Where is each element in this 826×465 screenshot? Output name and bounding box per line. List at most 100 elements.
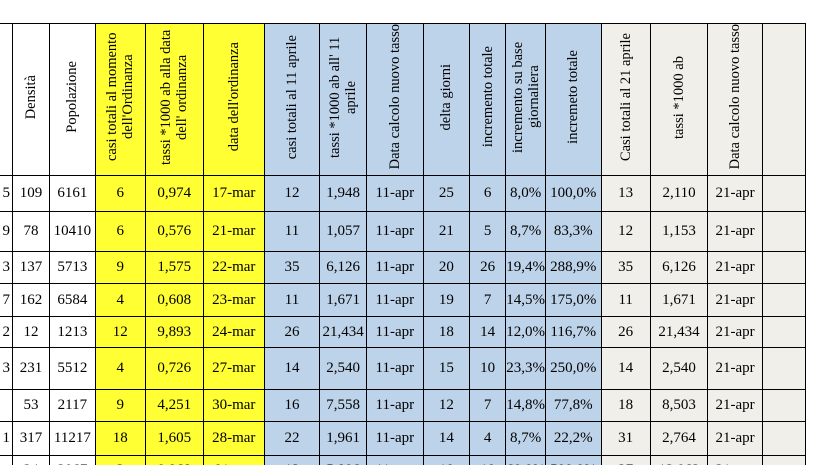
- cell-densita[interactable]: 53: [12, 389, 50, 422]
- cell-casi-11-aprile[interactable]: 11: [263, 283, 321, 317]
- cell-delta-giorni[interactable]: 15: [422, 347, 471, 390]
- cell-data-ordinanza[interactable]: 27-mar: [202, 347, 265, 390]
- cell-tassi-ordinanza[interactable]: 0,974: [144, 175, 204, 212]
- cell-tassi-ordinanza[interactable]: 9,893: [144, 316, 204, 348]
- cell-tassi-11-aprile[interactable]: 1,961: [319, 421, 367, 456]
- cell-incremento-giornaliero[interactable]: 12,0%: [505, 316, 546, 348]
- cell-densita[interactable]: 109: [12, 175, 50, 212]
- cell-incremeto-totale[interactable]: 100,0%: [544, 175, 602, 212]
- cell-tassi-11-aprile[interactable]: 1,671: [319, 283, 367, 317]
- cell-casi-11-aprile[interactable]: 11: [263, 211, 321, 252]
- cell-cut-right[interactable]: [761, 421, 806, 456]
- cell-cut-right[interactable]: [761, 211, 806, 252]
- cell-casi-ordinanza[interactable]: 2: [94, 455, 146, 465]
- cell-tassi-ordinanza[interactable]: 0,608: [144, 283, 204, 317]
- cell-casi-21-aprile[interactable]: 12: [600, 211, 651, 252]
- cell-tassi-21[interactable]: 2,764: [649, 421, 709, 456]
- cell-incremento-totale[interactable]: 7: [468, 283, 507, 317]
- header-casi-11-aprile[interactable]: casi totali al 11 aprile: [263, 23, 321, 176]
- cell-tassi-ordinanza[interactable]: 0,576: [144, 211, 204, 252]
- header-casi-ordinanza[interactable]: casi totali al momento dell'Ordinanza: [94, 23, 146, 176]
- cell-incremento-totale[interactable]: 14: [468, 316, 507, 348]
- cell-incremento-giornaliero[interactable]: 60,0%: [505, 455, 546, 465]
- cell-densita[interactable]: 137: [12, 251, 50, 284]
- cell-data-calcolo[interactable]: 11-apr: [365, 455, 424, 465]
- cell-delta-giorni[interactable]: 18: [422, 316, 471, 348]
- cell-delta-giorni[interactable]: 21: [422, 211, 471, 252]
- cell-casi-ordinanza[interactable]: 9: [94, 251, 146, 284]
- cell-tassi-11-aprile[interactable]: 6,126: [319, 251, 367, 284]
- cell-densita[interactable]: 317: [12, 421, 50, 456]
- cell-incremeto-totale[interactable]: 83,3%: [544, 211, 602, 252]
- cell-densita[interactable]: 231: [12, 347, 50, 390]
- header-tassi-11-aprile[interactable]: tassi *1000 ab all' 11 aprile: [319, 23, 367, 176]
- header-data-ordinanza[interactable]: data dell'ordinanza: [202, 23, 265, 176]
- header-data-calcolo-2[interactable]: Data calcolo nuovo tasso: [707, 23, 763, 176]
- cell-data-21[interactable]: 21-apr: [707, 211, 763, 252]
- cell-data-ordinanza[interactable]: 22-mar: [202, 251, 265, 284]
- cell-cut-right[interactable]: [761, 389, 806, 422]
- cell-data-21[interactable]: 21-apr: [707, 421, 763, 456]
- cell-casi-11-aprile[interactable]: 14: [263, 347, 321, 390]
- cell-data-21[interactable]: 21-apr: [707, 283, 763, 317]
- header-casi-21-aprile[interactable]: Casi totali al 21 aprile: [600, 23, 651, 176]
- cell-incremento-totale[interactable]: 10: [468, 455, 507, 465]
- cell-casi-11-aprile[interactable]: 22: [263, 421, 321, 456]
- cell-incremento-totale[interactable]: 26: [468, 251, 507, 284]
- cell-delta-giorni[interactable]: 10: [422, 455, 471, 465]
- cell-tassi-11-aprile[interactable]: 21,434: [319, 316, 367, 348]
- cell-cut-right[interactable]: [761, 175, 806, 212]
- cell-popolazione[interactable]: 6161: [49, 175, 96, 212]
- cell-incremento-giornaliero[interactable]: 19,4%: [505, 251, 546, 284]
- cell-tassi-ordinanza[interactable]: 4,251: [144, 389, 204, 422]
- cell-incremento-giornaliero[interactable]: 14,8%: [505, 389, 546, 422]
- cell-popolazione[interactable]: 6584: [49, 283, 96, 317]
- cell-data-ordinanza[interactable]: 28-mar: [202, 421, 265, 456]
- cell-casi-21-aprile[interactable]: 35: [600, 251, 651, 284]
- cell-tassi-21[interactable]: 6,126: [649, 251, 709, 284]
- header-incremento-giornaliero[interactable]: incremento su base giornaliera: [505, 23, 546, 176]
- cell-delta-giorni[interactable]: 14: [422, 421, 471, 456]
- cell-data-calcolo[interactable]: 11-apr: [365, 421, 424, 456]
- header-popolazione[interactable]: Popolazione: [49, 23, 96, 176]
- cell-delta-giorni[interactable]: 20: [422, 251, 471, 284]
- cell-incremento-totale[interactable]: 10: [468, 347, 507, 390]
- cell-delta-giorni[interactable]: 12: [422, 389, 471, 422]
- header-tassi-1000[interactable]: tassi *1000 ab: [649, 23, 709, 176]
- cell-cut[interactable]: 2: [0, 316, 14, 348]
- cell-casi-ordinanza[interactable]: 9: [94, 389, 146, 422]
- cell-incremento-giornaliero[interactable]: 8,0%: [505, 175, 546, 212]
- cell-casi-21-aprile[interactable]: 13: [600, 175, 651, 212]
- cell-cut[interactable]: 9: [0, 211, 14, 252]
- cell-casi-21-aprile[interactable]: 31: [600, 421, 651, 456]
- cell-data-21[interactable]: 21-apr: [707, 455, 763, 465]
- cell-popolazione[interactable]: 10410: [49, 211, 96, 252]
- cell-densita[interactable]: 162: [12, 283, 50, 317]
- cell-casi-21-aprile[interactable]: 14: [600, 347, 651, 390]
- cell-data-21[interactable]: 21-apr: [707, 175, 763, 212]
- cell-cut[interactable]: [0, 455, 14, 465]
- cell-incremento-totale[interactable]: 4: [468, 421, 507, 456]
- cell-data-calcolo[interactable]: 11-apr: [365, 175, 424, 212]
- cell-data-calcolo[interactable]: 11-apr: [365, 389, 424, 422]
- cell-casi-21-aprile[interactable]: 27: [600, 455, 651, 465]
- cell-data-21[interactable]: 21-apr: [707, 251, 763, 284]
- cell-densita[interactable]: 12: [12, 316, 50, 348]
- cell-tassi-11-aprile[interactable]: 1,057: [319, 211, 367, 252]
- header-incremento-totale[interactable]: incremento totale: [468, 23, 507, 176]
- cell-cut-right[interactable]: [761, 347, 806, 390]
- cell-data-calcolo[interactable]: 11-apr: [365, 211, 424, 252]
- cell-tassi-11-aprile[interactable]: 1,948: [319, 175, 367, 212]
- cell-incremeto-totale[interactable]: 250,0%: [544, 347, 602, 390]
- cell-densita[interactable]: 24: [12, 455, 50, 465]
- cell-data-calcolo[interactable]: 11-apr: [365, 251, 424, 284]
- cell-tassi-21[interactable]: 8,503: [649, 389, 709, 422]
- cell-casi-11-aprile[interactable]: 12: [263, 175, 321, 212]
- cell-incremento-giornaliero[interactable]: 8,7%: [505, 211, 546, 252]
- cell-casi-ordinanza[interactable]: 4: [94, 283, 146, 317]
- cell-data-21[interactable]: 21-apr: [707, 347, 763, 390]
- cell-incremento-totale[interactable]: 7: [468, 389, 507, 422]
- cell-incremento-giornaliero[interactable]: 14,5%: [505, 283, 546, 317]
- header-data-calcolo[interactable]: Data calcolo nuovo tasso: [365, 23, 424, 176]
- cell-tassi-21[interactable]: 21,434: [649, 316, 709, 348]
